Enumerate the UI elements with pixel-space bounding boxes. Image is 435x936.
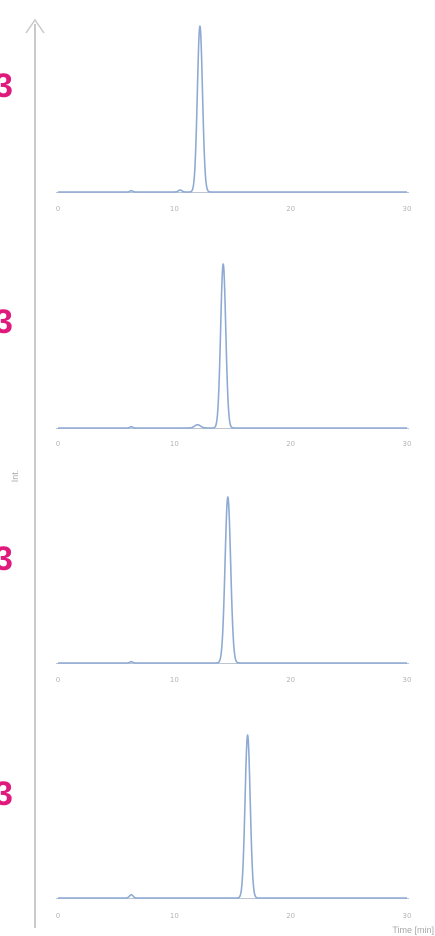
x-tick-label: 0 — [56, 676, 60, 684]
x-tick-label: 20 — [286, 440, 295, 448]
x-tick-label: 30 — [403, 912, 412, 920]
x-tick-label: 0 — [56, 440, 60, 448]
y-axis: Int. — [10, 18, 45, 928]
x-tick-label: 30 — [403, 205, 412, 213]
x-tick-label: 0 — [56, 205, 60, 213]
x-tick-label: 20 — [286, 676, 295, 684]
panel-label: 3 — [0, 540, 13, 578]
x-tick-label: 10 — [170, 205, 179, 213]
x-tick-label: 30 — [403, 676, 412, 684]
chromatogram-panel: 0 10 20 30 3 — [0, 734, 412, 920]
chromatogram-panel: 0 10 20 30 3 — [0, 263, 412, 448]
x-tick-label: 0 — [56, 912, 60, 920]
panel-label: 3 — [0, 67, 13, 105]
y-axis-arrow-icon — [25, 18, 45, 34]
x-tick-label: 20 — [286, 912, 295, 920]
chromatogram-panel: 0 10 20 30 3 — [0, 25, 412, 213]
x-tick-label: 20 — [286, 205, 295, 213]
x-tick-label: 10 — [170, 676, 179, 684]
x-tick-label: 30 — [403, 440, 412, 448]
chromatogram-trace — [57, 263, 408, 429]
x-tick-label: 10 — [170, 912, 179, 920]
y-axis-label: Int. — [10, 470, 20, 483]
x-tick-label: 10 — [170, 440, 179, 448]
chromatogram-panel: 0 10 20 30 3 — [0, 496, 412, 684]
panel-label: 3 — [0, 775, 13, 813]
chromatogram-trace — [57, 496, 408, 664]
x-axis-label: Time [min] — [392, 925, 434, 935]
chromatogram-trace — [57, 734, 408, 899]
chromatogram-trace — [57, 25, 408, 193]
panel-label: 3 — [0, 303, 13, 341]
